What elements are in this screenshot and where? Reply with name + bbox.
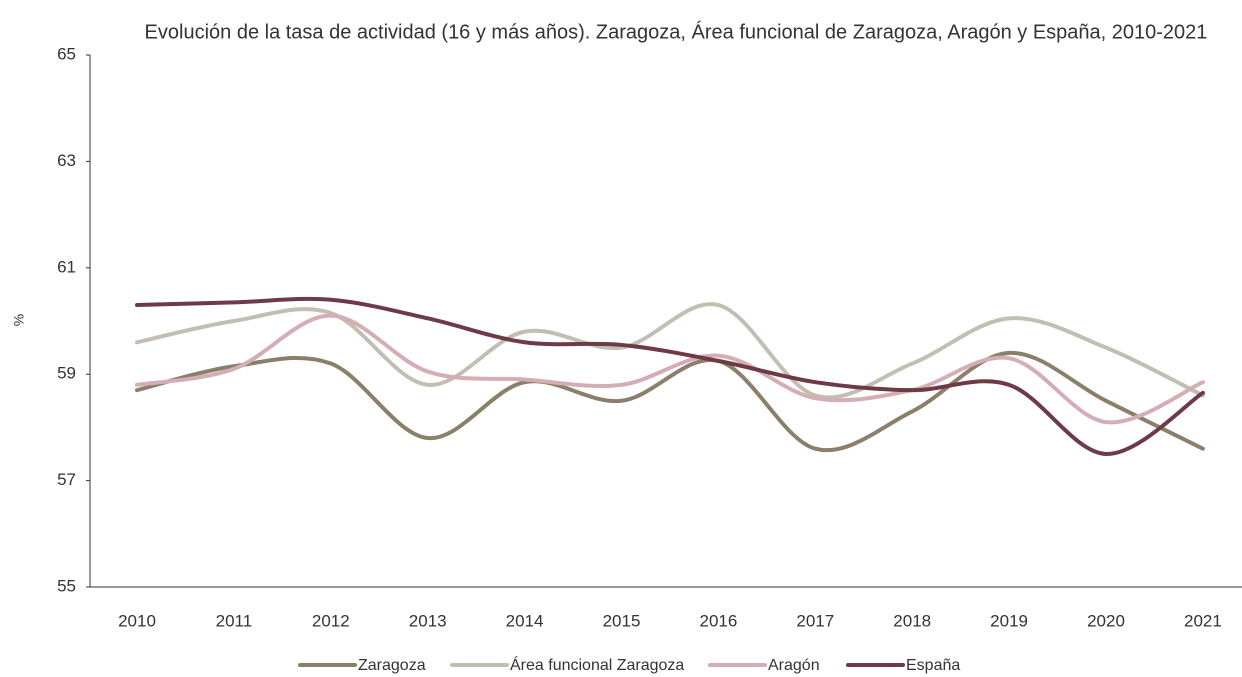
x-tick-label: 2017 [796, 611, 834, 630]
series-line [135, 302, 1205, 400]
y-tick-label: 59 [57, 364, 76, 383]
y-tick-label: 63 [57, 151, 76, 170]
series-line [135, 350, 1205, 453]
x-tick-label: 2021 [1184, 611, 1222, 630]
chart-title: Evolución de la tasa de actividad (16 y … [145, 20, 1208, 43]
x-tick-label: 2019 [990, 611, 1028, 630]
legend-label: Aragón [768, 657, 820, 674]
y-tick-label: 57 [57, 470, 76, 489]
x-tick-label: 2013 [409, 611, 447, 630]
x-tick-label: 2018 [893, 611, 931, 630]
legend-label: Área funcional Zaragoza [510, 655, 684, 674]
x-tick-label: 2011 [216, 611, 253, 630]
x-tick-label: 2015 [603, 611, 641, 630]
y-axis-label: % [11, 314, 27, 326]
x-tick-label: 2012 [312, 611, 350, 630]
y-tick-label: 65 [57, 44, 76, 63]
series-line [135, 296, 1205, 457]
x-tick-label: 2020 [1087, 611, 1125, 630]
y-tick-label: 61 [57, 257, 76, 276]
x-tick-label: 2014 [506, 611, 544, 630]
legend-label: España [906, 657, 960, 674]
series-line [135, 313, 1205, 425]
x-tick-label: 2010 [118, 611, 156, 630]
y-tick-label: 55 [57, 576, 76, 595]
legend-label: Zaragoza [358, 657, 426, 674]
x-tick-label: 2016 [699, 611, 737, 630]
